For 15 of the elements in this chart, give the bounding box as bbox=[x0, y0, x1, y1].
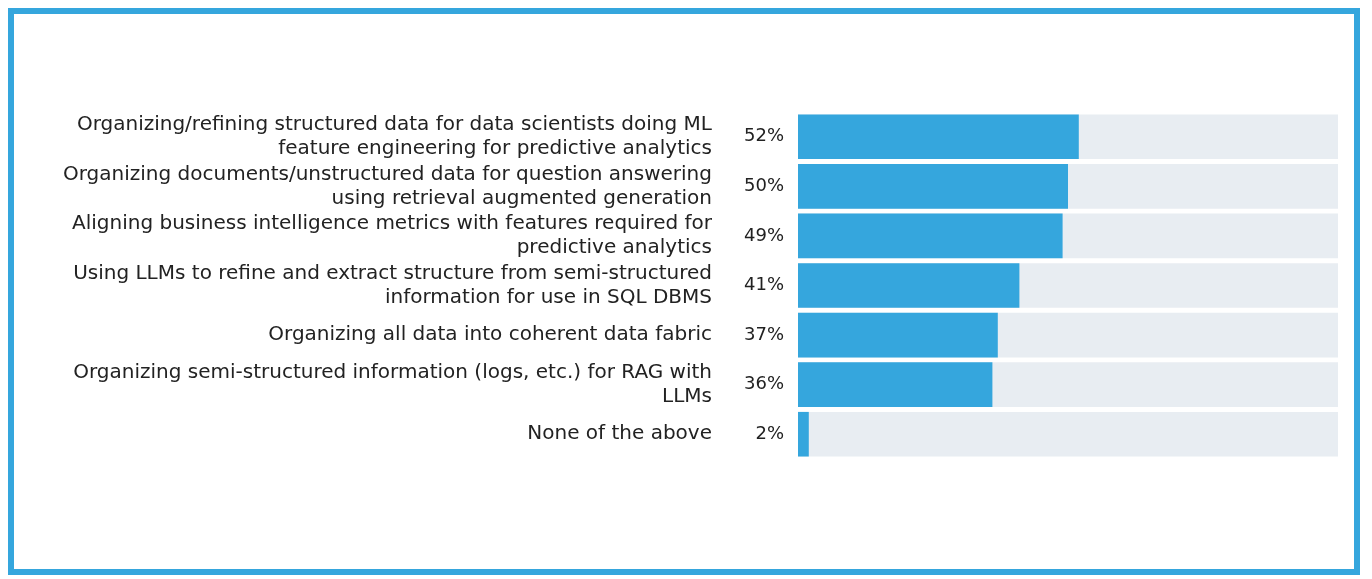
y-tick-label: Organizing documents/unstructured data for question answering using retrieval augmented generation bbox=[62, 160, 712, 209]
data-label: 37% bbox=[743, 322, 784, 344]
y-tick-label: Organizing all data into coherent data fabric bbox=[268, 321, 712, 346]
data-label: 52% bbox=[743, 124, 784, 146]
y-tick-label: None of the above bbox=[527, 420, 712, 445]
y-tick-label: Organizing semi-structured information (logs, etc.) for RAG with LLMs bbox=[73, 358, 712, 407]
data-label: 50% bbox=[743, 174, 784, 196]
data-label: 41% bbox=[743, 273, 784, 295]
data-label: 2% bbox=[755, 421, 784, 443]
data-label: 49% bbox=[743, 223, 784, 245]
y-tick-label: Organizing/refining structured data for data scientists doing ML feature engineering for predictive analytics bbox=[76, 110, 713, 159]
y-tick-label: Aligning business intelligence metrics with features required for predictive analytics bbox=[72, 210, 713, 259]
data-label: 36% bbox=[743, 372, 784, 394]
bar bbox=[798, 411, 809, 457]
y-tick-label: Using LLMs to refine and extract structure from semi-structured information for use in SQL DBMS bbox=[73, 259, 712, 308]
